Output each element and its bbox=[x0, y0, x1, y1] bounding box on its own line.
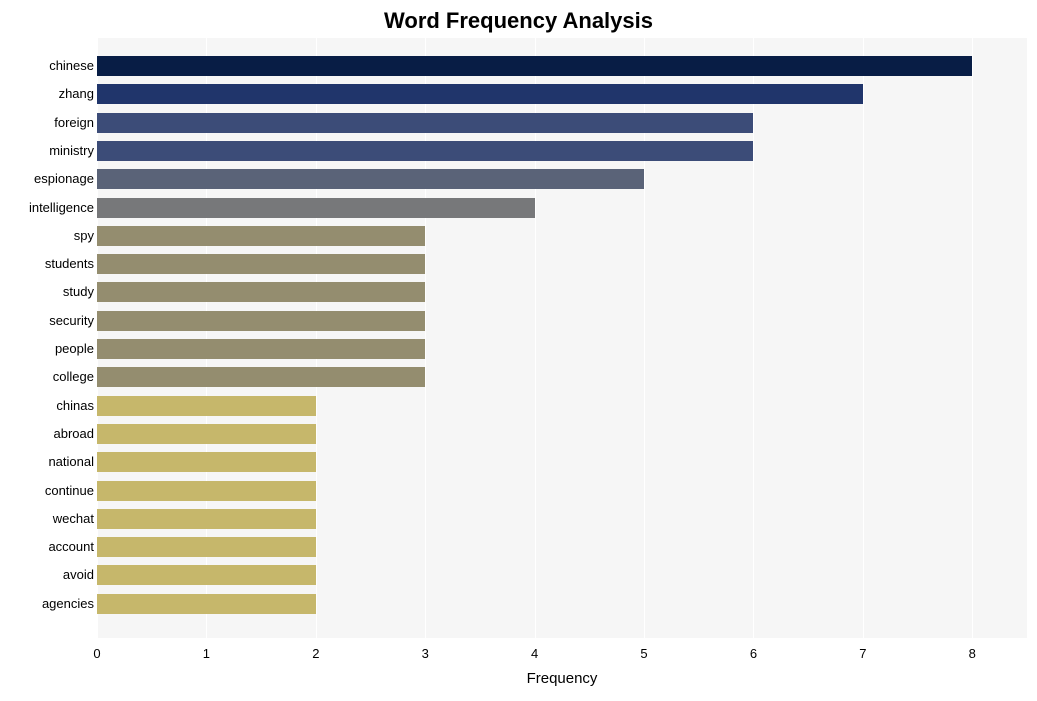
bar bbox=[97, 282, 425, 302]
bar bbox=[97, 141, 753, 161]
bar bbox=[97, 367, 425, 387]
chart-title: Word Frequency Analysis bbox=[0, 0, 1037, 38]
x-tick-label: 5 bbox=[640, 646, 647, 661]
bar bbox=[97, 537, 316, 557]
bar bbox=[97, 84, 863, 104]
y-tick-label: avoid bbox=[0, 567, 94, 583]
y-tick-label: foreign bbox=[0, 115, 94, 131]
bar bbox=[97, 226, 425, 246]
y-tick-label: ministry bbox=[0, 143, 94, 159]
bar bbox=[97, 481, 316, 501]
x-axis-tick-labels: 012345678 bbox=[97, 646, 1027, 666]
y-tick-label: zhang bbox=[0, 86, 94, 102]
word-frequency-chart: Word Frequency Analysis chinese zhang fore… bbox=[0, 0, 1037, 701]
y-tick-label: students bbox=[0, 256, 94, 272]
x-tick-label: 2 bbox=[312, 646, 319, 661]
bar bbox=[97, 198, 535, 218]
x-tick-label: 0 bbox=[93, 646, 100, 661]
y-axis-labels: chinese zhang foreign ministry espionage inte… bbox=[0, 38, 94, 638]
gridline bbox=[863, 38, 864, 638]
bar bbox=[97, 169, 644, 189]
gridline bbox=[972, 38, 973, 638]
plot-area bbox=[97, 38, 1027, 638]
y-tick-label: national bbox=[0, 454, 94, 470]
y-tick-label: chinese bbox=[0, 58, 94, 74]
bar bbox=[97, 311, 425, 331]
y-tick-label: intelligence bbox=[0, 200, 94, 216]
y-tick-label: wechat bbox=[0, 511, 94, 527]
gridline bbox=[753, 38, 754, 638]
y-tick-label: spy bbox=[0, 228, 94, 244]
y-tick-label: abroad bbox=[0, 426, 94, 442]
bar bbox=[97, 56, 972, 76]
x-tick-label: 3 bbox=[422, 646, 429, 661]
bar bbox=[97, 424, 316, 444]
bar bbox=[97, 594, 316, 614]
y-tick-label: study bbox=[0, 284, 94, 300]
x-tick-label: 1 bbox=[203, 646, 210, 661]
bar bbox=[97, 565, 316, 585]
x-axis-title: Frequency bbox=[97, 670, 1027, 687]
y-tick-label: account bbox=[0, 539, 94, 555]
y-tick-label: people bbox=[0, 341, 94, 357]
x-tick-label: 4 bbox=[531, 646, 538, 661]
x-tick-label: 6 bbox=[750, 646, 757, 661]
bar bbox=[97, 254, 425, 274]
x-tick-label: 7 bbox=[859, 646, 866, 661]
y-tick-label: security bbox=[0, 313, 94, 329]
y-tick-label: college bbox=[0, 369, 94, 385]
bar bbox=[97, 339, 425, 359]
y-tick-label: agencies bbox=[0, 596, 94, 612]
y-tick-label: continue bbox=[0, 483, 94, 499]
bar bbox=[97, 509, 316, 529]
y-tick-label: espionage bbox=[0, 171, 94, 187]
bar bbox=[97, 396, 316, 416]
bar bbox=[97, 113, 753, 133]
y-tick-label: chinas bbox=[0, 398, 94, 414]
x-tick-label: 8 bbox=[969, 646, 976, 661]
bar bbox=[97, 452, 316, 472]
